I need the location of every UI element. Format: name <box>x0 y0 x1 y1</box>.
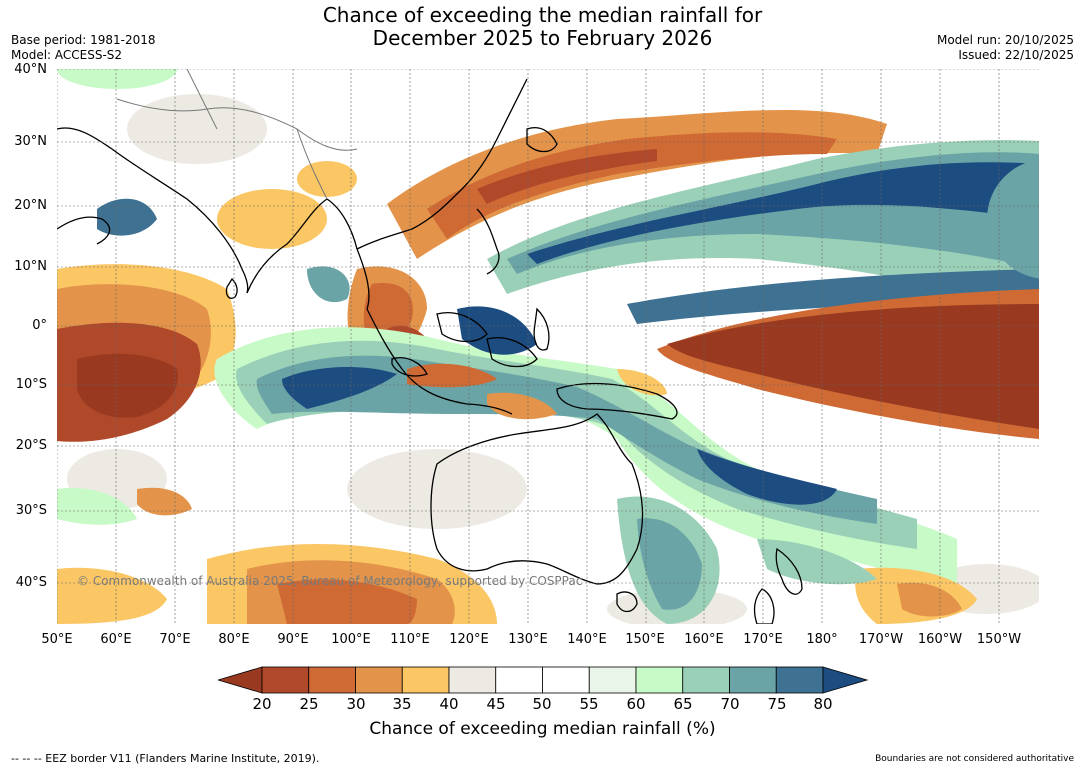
graticule <box>57 69 1039 624</box>
colorbar-tick-65: 65 <box>673 695 693 713</box>
coast-new-zealand-north <box>775 547 803 595</box>
lon-label-130e: 130°E <box>508 632 548 647</box>
dry-anomaly-east-asia <box>217 109 887 260</box>
lat-label-10n: 10°N <box>14 259 47 274</box>
lat-label-30n: 30°N <box>14 134 47 149</box>
colorbar-tick-55: 55 <box>579 695 599 713</box>
lon-label-170w: 170°W <box>858 632 904 647</box>
colorbar-swatch <box>261 666 310 694</box>
lat-label-20n: 20°N <box>14 198 47 213</box>
lat-label-40n: 40°N <box>14 62 47 77</box>
lon-label-170e: 170°E <box>743 632 783 647</box>
colorbar-tick-35: 35 <box>392 695 412 713</box>
dry-anomaly-west-indian-ocean <box>57 264 236 442</box>
colorbar-swatch <box>448 666 497 694</box>
lon-label-160e: 160°E <box>684 632 724 647</box>
colorbar-swatch <box>355 666 403 694</box>
copyright-watermark: © Commonwealth of Australia 2025, Bureau… <box>77 574 583 588</box>
issued-date: Issued: 22/10/2025 <box>958 48 1074 62</box>
colorbar-swatch <box>495 666 543 694</box>
lon-label-100e: 100°E <box>331 632 371 647</box>
lon-label-150e: 150°E <box>625 632 665 647</box>
eez-border-note: -- -- -- EEZ border V11 (Flanders Marine… <box>11 752 320 765</box>
coast-south-asia-west <box>57 127 249 294</box>
colorbar-under-triangle <box>218 666 263 694</box>
lon-label-150w: 150°W <box>976 632 1022 647</box>
lat-label-20s: 20°S <box>15 438 47 453</box>
map-title: Chance of exceeding the median rainfall … <box>0 4 1085 50</box>
colorbar-tick-60: 60 <box>626 695 646 713</box>
colorbar-tick-50: 50 <box>532 695 552 713</box>
colorbar-tick-80: 80 <box>813 695 833 713</box>
lon-label-110e: 110°E <box>390 632 430 647</box>
lat-label-30s: 30°S <box>15 503 47 518</box>
colorbar-tick-40: 40 <box>439 695 459 713</box>
lat-label-10s: 10°S <box>15 377 47 392</box>
colorbar-over-triangle <box>822 666 869 694</box>
colorbar-tick-30: 30 <box>346 695 366 713</box>
wet-anomaly-indian-ocean <box>214 266 958 589</box>
rainfall-map <box>57 69 1039 624</box>
colorbar-tick-75: 75 <box>767 695 787 713</box>
meta-right: Model run: 20/10/2025 Issued: 22/10/2025 <box>937 33 1074 63</box>
base-period: Base period: 1981-2018 <box>11 33 156 47</box>
colorbar-swatch <box>542 666 590 694</box>
colorbar-swatch <box>635 666 684 694</box>
lat-label-40s: 40°S <box>15 575 47 590</box>
lon-label-90e: 90°E <box>277 632 309 647</box>
lat-label-0: 0° <box>32 318 47 333</box>
lon-label-80e: 80°E <box>218 632 250 647</box>
colorbar-swatch <box>401 666 450 694</box>
lon-label-180: 180° <box>806 632 838 647</box>
colorbar-tick-70: 70 <box>720 695 740 713</box>
boundaries-disclaimer: Boundaries are not considered authoritat… <box>875 754 1074 764</box>
lon-label-140e: 140°E <box>567 632 607 647</box>
colorbar-swatch <box>729 666 777 694</box>
coast-new-guinea <box>556 382 678 420</box>
colorbar-swatch <box>588 666 637 694</box>
coastlines <box>57 78 803 624</box>
lon-label-60e: 60°E <box>100 632 132 647</box>
coast-tasmania <box>616 591 638 613</box>
model-name: Model: ACCESS-S2 <box>11 48 123 62</box>
colorbar-swatch <box>775 666 824 694</box>
colorbar-tick-25: 25 <box>299 695 319 713</box>
dry-anomaly-equatorial-pacific <box>657 289 1039 439</box>
country-borders <box>116 69 358 200</box>
lon-label-160w: 160°W <box>917 632 963 647</box>
title-line-2: December 2025 to February 2026 <box>372 26 713 50</box>
model-run: Model run: 20/10/2025 <box>936 33 1074 47</box>
colorbar-tick-20: 20 <box>252 695 272 713</box>
coast-australia <box>430 413 644 585</box>
coast-new-zealand-south <box>753 588 775 624</box>
colorbar-tick-45: 45 <box>486 695 506 713</box>
colorbar <box>218 666 869 694</box>
dry-anomaly-indonesia-south <box>407 363 667 420</box>
wet-anomaly-tasman <box>57 488 877 624</box>
colorbar-swatch <box>308 666 356 694</box>
lon-label-120e: 120°E <box>449 632 489 647</box>
colorbar-label: Chance of exceeding median rainfall (%) <box>369 719 716 739</box>
title-line-1: Chance of exceeding the median rainfall … <box>322 3 763 27</box>
lon-label-70e: 70°E <box>159 632 191 647</box>
meta-left: Base period: 1981-2018 Model: ACCESS-S2 <box>11 33 156 63</box>
colorbar-swatch <box>682 666 730 694</box>
dry-anomaly-south-indian-ocean <box>57 487 977 624</box>
lon-label-50e: 50°E <box>41 632 73 647</box>
